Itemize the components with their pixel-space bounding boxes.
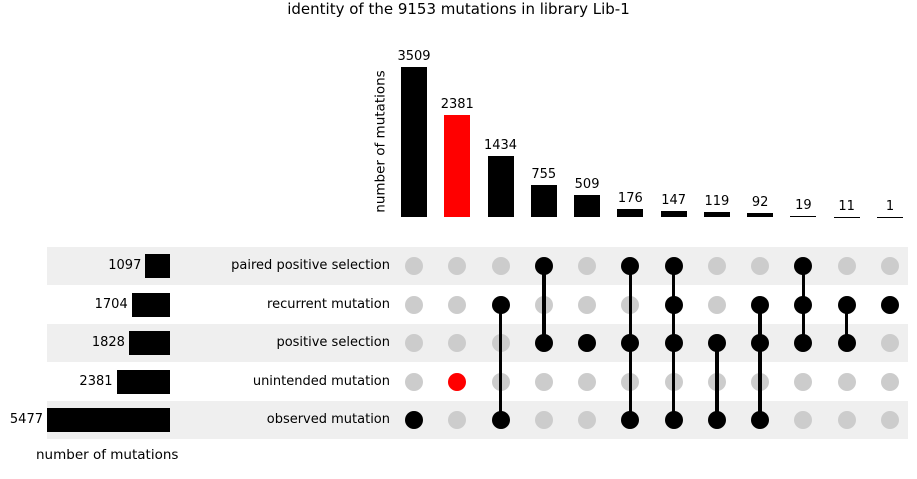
matrix-connector	[758, 304, 762, 420]
matrix-dot-active	[880, 295, 899, 314]
intersection-value-label: 176	[617, 191, 643, 207]
matrix-dot-active	[664, 257, 683, 275]
set-size-axis-label: number of mutations	[36, 447, 179, 463]
intersection-value-label: 2381	[440, 97, 474, 113]
matrix-dot-inactive	[405, 295, 423, 314]
matrix-dot-inactive	[707, 295, 726, 314]
matrix-dot-active	[621, 411, 640, 429]
matrix-dot-active	[578, 334, 597, 352]
set-size-bar	[116, 369, 170, 394]
matrix-dot-inactive	[707, 257, 726, 275]
intersection-bar	[401, 67, 427, 217]
matrix-dot-active	[491, 295, 510, 314]
matrix-dot-active	[751, 411, 770, 429]
matrix-dot-active	[621, 334, 640, 352]
matrix-connector	[498, 304, 503, 420]
matrix-dot-active	[621, 257, 640, 275]
matrix-connector	[542, 266, 546, 343]
matrix-dot-inactive	[880, 372, 899, 391]
set-size-bar	[128, 331, 170, 355]
matrix-dot-inactive	[405, 372, 423, 391]
intersection-value-label: 92	[751, 195, 769, 211]
set-size-label: 1828	[91, 335, 125, 350]
matrix-dot-inactive	[578, 372, 597, 391]
matrix-dot-active	[751, 295, 770, 314]
set-row-label: unintended mutation	[252, 373, 390, 389]
set-row-label: observed mutation	[266, 412, 390, 427]
matrix-dot-active	[405, 411, 423, 429]
intersection-bar	[617, 209, 644, 217]
matrix-dot-active	[707, 334, 726, 352]
set-size-label: 1097	[108, 258, 142, 273]
matrix-dot-inactive	[491, 257, 510, 275]
matrix-dot-inactive	[578, 257, 597, 275]
intersection-value-label: 11	[838, 198, 855, 214]
matrix-dot-active	[664, 411, 683, 429]
set-row-label: paired positive selection	[231, 258, 390, 273]
intersection-bar	[747, 213, 774, 217]
matrix-dot-inactive	[578, 411, 597, 429]
intersection-value-label: 1	[885, 198, 895, 214]
matrix-dot-inactive	[448, 257, 467, 275]
matrix-connector	[844, 304, 849, 343]
matrix-dot-inactive	[751, 257, 770, 275]
intersection-bar	[444, 115, 471, 217]
set-size-bar	[131, 292, 170, 317]
set-size-bar	[145, 254, 170, 278]
matrix-dot-active	[448, 372, 467, 391]
matrix-dot-inactive	[405, 334, 423, 352]
matrix-dot-inactive	[448, 411, 467, 429]
matrix-dot-active	[707, 411, 726, 429]
matrix-dot-inactive	[534, 372, 553, 391]
matrix-dot-inactive	[794, 372, 813, 391]
matrix-dot-active	[491, 411, 510, 429]
matrix-dot-inactive	[837, 372, 856, 391]
set-size-bar	[47, 408, 170, 432]
intersection-bar	[574, 195, 601, 217]
matrix-dot-inactive	[880, 257, 899, 275]
intersection-value-label: 119	[704, 193, 730, 209]
set-row-label: positive selection	[276, 335, 390, 350]
intersection-value-label: 3509	[397, 49, 431, 64]
plot-title: identity of the 9153 mutations in librar…	[287, 0, 630, 18]
intersection-value-label: 1434	[483, 137, 518, 153]
intersection-bar	[790, 216, 817, 217]
intersection-value-label: 19	[795, 198, 812, 214]
set-size-label: 1704	[94, 296, 128, 312]
set-row-label: recurrent mutation	[267, 296, 390, 312]
matrix-dot-inactive	[880, 411, 899, 429]
intersection-axis-label: number of mutations	[372, 70, 389, 213]
matrix-dot-inactive	[578, 295, 597, 314]
intersection-value-label: 509	[574, 177, 600, 193]
intersection-bar	[660, 210, 687, 217]
intersection-bar	[703, 211, 730, 217]
matrix-dot-active	[794, 295, 813, 314]
matrix-dot-inactive	[880, 334, 899, 352]
set-size-label: 2381	[79, 373, 113, 389]
matrix-dot-active	[794, 257, 813, 275]
matrix-dot-active	[664, 334, 683, 352]
intersection-bar	[530, 184, 557, 217]
matrix-dot-inactive	[448, 295, 467, 314]
matrix-dot-inactive	[448, 334, 467, 352]
matrix-dot-inactive	[405, 257, 423, 275]
matrix-dot-inactive	[837, 411, 856, 429]
matrix-dot-inactive	[837, 257, 856, 275]
matrix-dot-active	[837, 334, 856, 352]
matrix-dot-active	[534, 257, 553, 275]
matrix-dot-active	[534, 334, 553, 352]
set-size-label: 5477	[9, 412, 43, 427]
intersection-value-label: 755	[531, 166, 557, 182]
intersection-value-label: 147	[661, 192, 687, 208]
intersection-bar	[487, 155, 514, 217]
matrix-dot-inactive	[534, 411, 553, 429]
matrix-dot-active	[664, 295, 683, 314]
matrix-connector	[715, 343, 719, 420]
matrix-dot-active	[751, 334, 770, 352]
matrix-dot-inactive	[794, 411, 813, 429]
matrix-dot-active	[837, 295, 856, 314]
matrix-dot-active	[794, 334, 813, 352]
